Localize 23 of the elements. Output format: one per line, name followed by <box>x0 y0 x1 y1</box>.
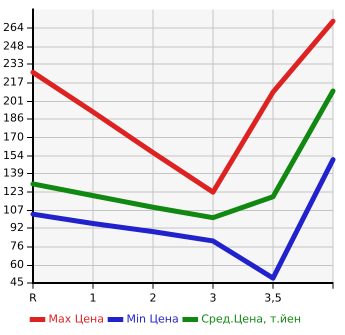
x-tick-label: R <box>29 291 38 304</box>
y-tick-label: 107 <box>2 204 24 217</box>
y-tick-label: 170 <box>2 130 24 144</box>
y-tick-label: 154 <box>2 148 24 162</box>
y-tick-label: 264 <box>2 21 24 34</box>
y-tick-label: 186 <box>2 112 24 125</box>
y-tick-label: 92 <box>10 221 24 234</box>
legend-label: Min Цена <box>126 312 179 326</box>
y-tick-label: 217 <box>2 76 24 89</box>
x-tick-label: 1 <box>89 291 96 304</box>
y-tick-label: 123 <box>2 184 24 198</box>
legend-label: Сред.Цена, т.йен <box>201 312 302 326</box>
y-tick-label: 60 <box>10 258 24 272</box>
y-tick-label: 233 <box>2 57 24 70</box>
x-tick-label: 2 <box>149 291 156 304</box>
x-tick-label: 3,5 <box>264 291 282 304</box>
y-tick-label: 248 <box>2 40 24 53</box>
y-tick-label: 139 <box>2 166 24 180</box>
y-tick-label: 76 <box>10 240 24 253</box>
x-tick-label: 3 <box>210 291 216 304</box>
y-tick-label: 201 <box>2 94 24 108</box>
y-tick-label: 45 <box>10 276 24 289</box>
legend-label: Max Цена <box>48 312 104 326</box>
